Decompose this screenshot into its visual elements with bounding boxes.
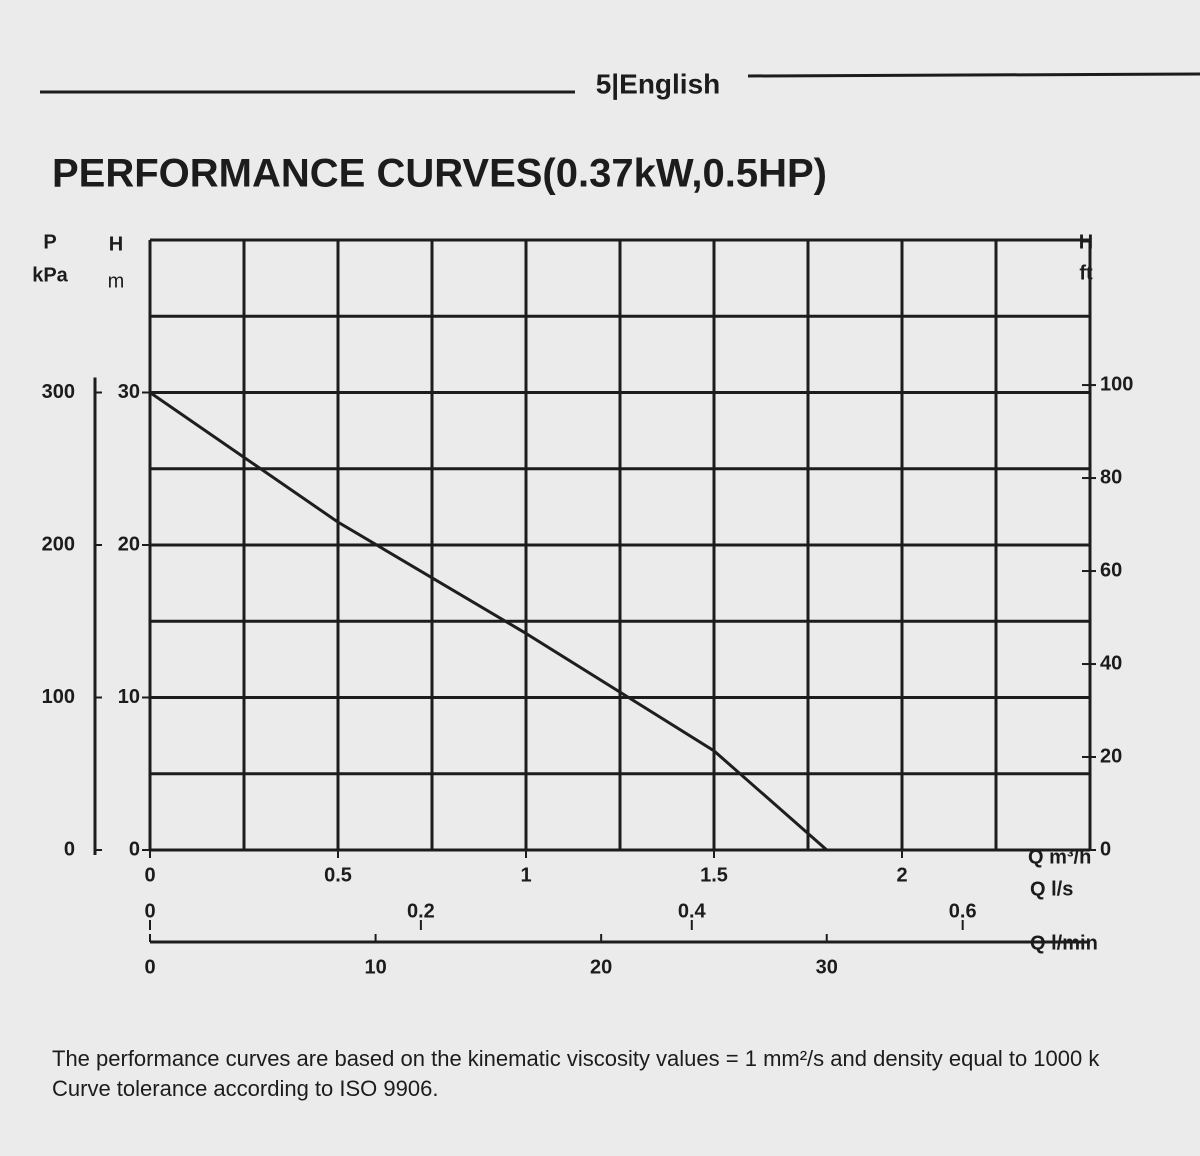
x-axis-label: Q m³/h: [1028, 846, 1091, 868]
left-axis-unit: kPa: [32, 264, 68, 286]
right-axis-unit: ft: [1079, 262, 1093, 284]
right-tick-label: 60: [1100, 559, 1122, 581]
footnote: The performance curves are based on the …: [52, 1046, 1100, 1071]
right-tick-label: 80: [1100, 466, 1122, 488]
page-title: PERFORMANCE CURVES(0.37kW,0.5HP): [52, 152, 827, 196]
x-tick-label: 0.5: [324, 864, 352, 886]
bottom-tick-label: 30: [816, 956, 838, 978]
left-tick-label: 100: [42, 686, 75, 708]
y-tick-label: 20: [118, 533, 140, 555]
x-tick-label: 1: [520, 864, 531, 886]
y-tick-label: 10: [118, 686, 140, 708]
right-tick-label: 20: [1100, 745, 1122, 767]
bottom-tick-label: 0: [144, 956, 155, 978]
x-tick-label: 0: [144, 864, 155, 886]
bottom-tick-label: 0.4: [678, 900, 707, 922]
y-tick-label: 0: [129, 838, 140, 860]
header-rule: [747, 72, 1200, 78]
bottom-tick-label: 10: [364, 956, 386, 978]
right-axis-symbol: H: [1079, 231, 1093, 253]
bottom-tick-label: 0.6: [949, 900, 977, 922]
left-tick-label: 300: [42, 381, 75, 403]
right-tick-label: 100: [1100, 373, 1133, 395]
bottom-axis-label: Q l/min: [1030, 932, 1098, 954]
header: 5|English: [596, 68, 721, 99]
left-tick-label: 200: [42, 533, 75, 555]
bottom-tick-label: 20: [590, 956, 612, 978]
left-tick-label: 0: [64, 838, 75, 860]
y-axis-symbol: H: [109, 233, 123, 255]
x-tick-label: 1.5: [700, 864, 728, 886]
x-tick-label: 2: [896, 864, 907, 886]
footnote: Curve tolerance according to ISO 9906.: [52, 1076, 438, 1101]
right-tick-label: 0: [1100, 838, 1111, 860]
bottom-tick-label: 0.2: [407, 900, 435, 922]
bottom-tick-label: 0: [144, 900, 155, 922]
curve: [149, 391, 828, 852]
right-tick-label: 40: [1100, 652, 1122, 674]
y-axis-unit: m: [108, 270, 125, 292]
bottom-axis-label: Q l/s: [1030, 878, 1073, 900]
left-axis-symbol: P: [43, 231, 56, 253]
y-tick-label: 30: [118, 381, 140, 403]
